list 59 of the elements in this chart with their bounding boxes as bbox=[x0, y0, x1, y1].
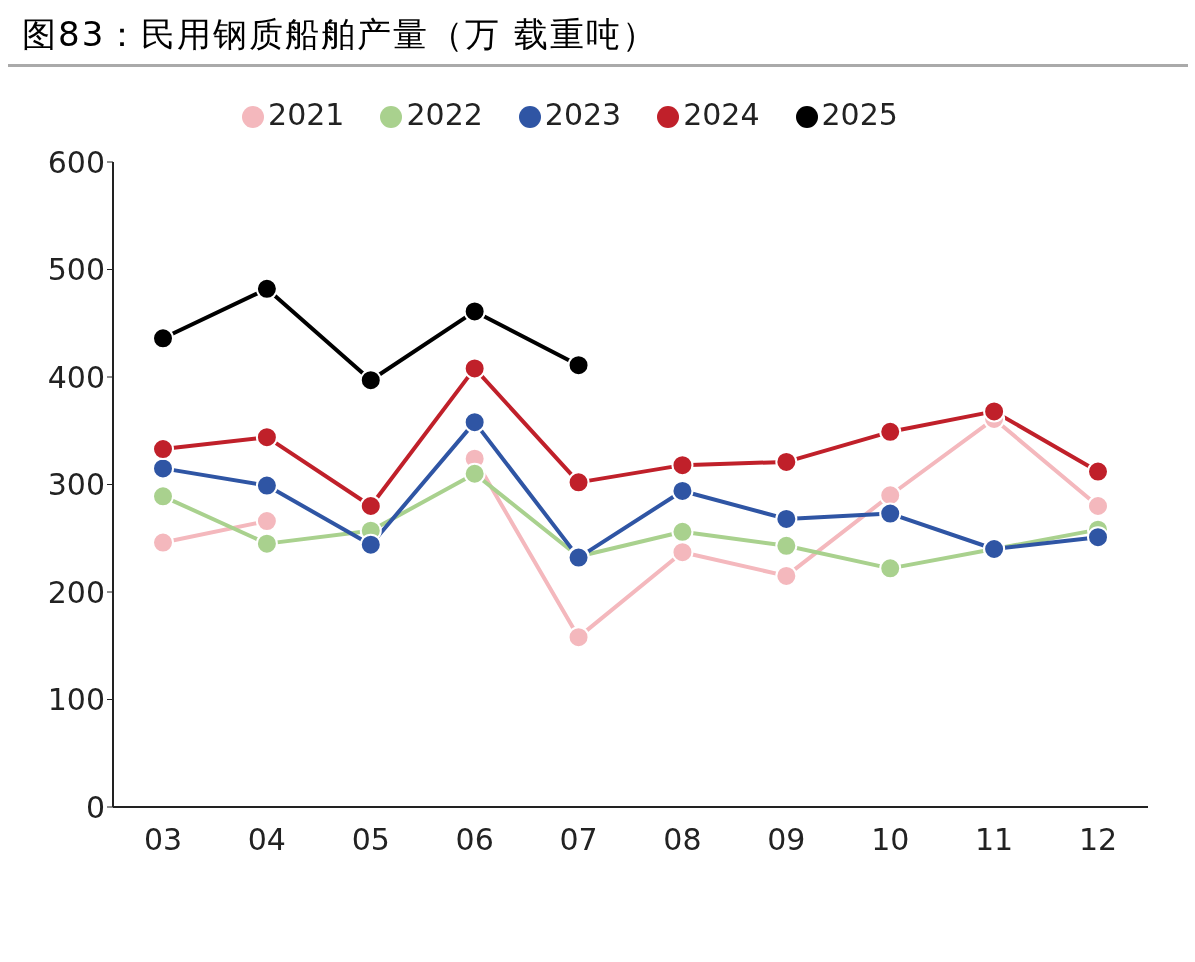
x-tick-label: 04 bbox=[247, 822, 286, 858]
point bbox=[567, 354, 590, 377]
point bbox=[152, 485, 174, 508]
point bbox=[152, 438, 174, 461]
x-tick-label: 05 bbox=[351, 822, 390, 858]
point bbox=[359, 495, 382, 517]
point bbox=[359, 369, 382, 392]
point bbox=[567, 626, 590, 649]
point bbox=[775, 450, 798, 473]
point bbox=[255, 426, 278, 449]
y-tick-label: 200 bbox=[47, 574, 105, 610]
x-tick-label: 12 bbox=[1078, 822, 1118, 858]
point bbox=[152, 327, 174, 350]
point bbox=[463, 411, 486, 434]
point bbox=[1087, 526, 1109, 549]
point bbox=[775, 534, 798, 557]
point bbox=[1087, 495, 1109, 517]
point bbox=[879, 502, 902, 525]
x-tick-label: 08 bbox=[663, 822, 702, 858]
x-tick-label: 06 bbox=[455, 822, 494, 858]
point bbox=[671, 541, 694, 564]
y-tick-label: 500 bbox=[47, 252, 105, 288]
chart-title: 图83：民用钢质船舶产量（万 载重吨） bbox=[8, 8, 1188, 67]
point bbox=[671, 454, 694, 477]
point bbox=[255, 510, 278, 533]
point bbox=[671, 479, 694, 502]
point bbox=[775, 507, 798, 530]
x-tick-label: 10 bbox=[871, 822, 910, 858]
point bbox=[463, 357, 486, 380]
x-tick-label: 07 bbox=[559, 822, 598, 858]
point bbox=[671, 520, 694, 543]
point bbox=[879, 484, 902, 507]
point bbox=[152, 531, 174, 554]
legend-label: 2022 bbox=[406, 97, 483, 132]
point bbox=[879, 557, 902, 580]
y-tick-label: 400 bbox=[47, 359, 105, 395]
point bbox=[255, 277, 278, 300]
point bbox=[255, 532, 278, 555]
point bbox=[1087, 460, 1109, 483]
y-tick-label: 0 bbox=[85, 789, 105, 825]
point bbox=[983, 400, 1006, 423]
legend-label: 2023 bbox=[544, 97, 622, 132]
point bbox=[567, 471, 590, 494]
y-tick-label: 300 bbox=[47, 467, 105, 503]
point bbox=[359, 533, 382, 556]
x-tick-label: 03 bbox=[143, 822, 183, 858]
y-tick-label: 100 bbox=[47, 682, 105, 718]
point bbox=[152, 457, 174, 480]
point bbox=[255, 474, 278, 497]
x-tick-label: 11 bbox=[975, 822, 1014, 858]
point bbox=[463, 300, 486, 323]
y-tick-label: 600 bbox=[47, 144, 105, 180]
legend-label: 2025 bbox=[821, 97, 898, 132]
x-tick-label: 09 bbox=[767, 822, 806, 858]
point bbox=[879, 420, 902, 443]
point bbox=[463, 462, 486, 485]
point bbox=[775, 564, 798, 587]
legend-label: 2021 bbox=[268, 97, 345, 132]
legend-label: 2024 bbox=[683, 97, 760, 132]
